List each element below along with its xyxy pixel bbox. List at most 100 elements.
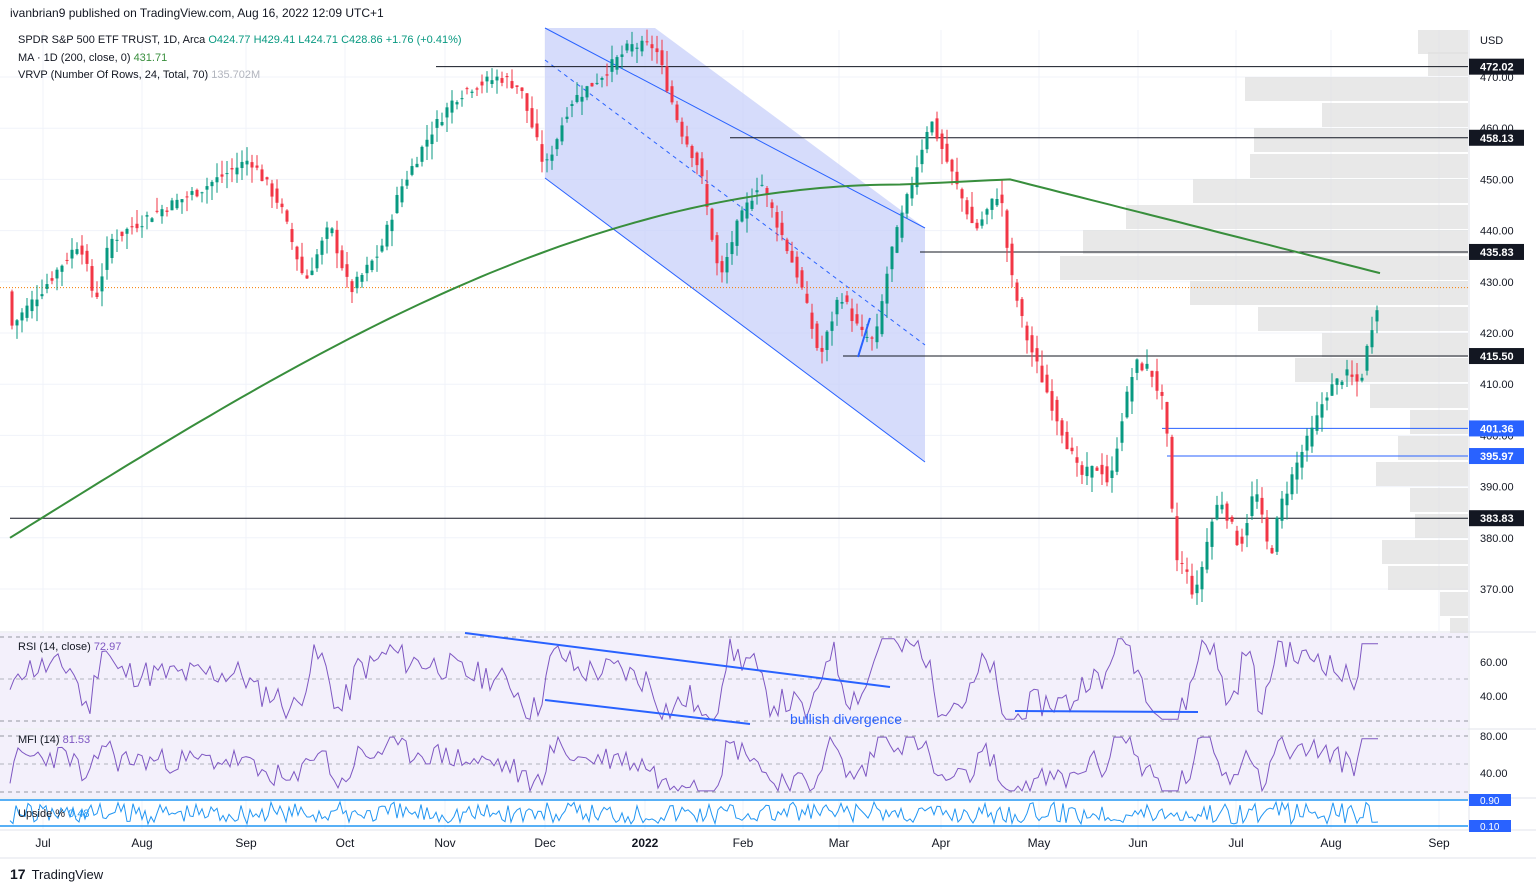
candle-body xyxy=(1230,516,1234,522)
candle-body xyxy=(750,200,754,209)
candle-body xyxy=(585,86,589,98)
price-level-label: 458.13 xyxy=(1480,133,1514,145)
vrvp-bar xyxy=(1060,256,1468,280)
candle-body xyxy=(190,191,194,195)
candle-body xyxy=(475,88,479,90)
vrvp-bar xyxy=(1254,128,1468,152)
price-level-tag xyxy=(1469,58,1524,75)
candle-body xyxy=(1220,504,1224,510)
candle-body xyxy=(960,189,964,199)
candle-body xyxy=(375,256,379,258)
time-label: Apr xyxy=(932,836,951,850)
candle-body xyxy=(895,227,899,253)
time-label: Jun xyxy=(1128,836,1147,850)
candle-body xyxy=(110,238,114,259)
upside-label: Upside % xyxy=(18,808,66,820)
upside-legend[interactable]: Upside % 0.48 xyxy=(18,808,90,820)
candle-body xyxy=(900,212,904,238)
candle-body xyxy=(180,199,184,203)
candle-body xyxy=(250,162,254,168)
candle-body xyxy=(150,218,154,222)
candle-body xyxy=(1200,566,1204,590)
candle-body xyxy=(805,293,809,303)
vrvp-bar xyxy=(1428,52,1468,76)
candle-body xyxy=(820,347,824,352)
candle-body xyxy=(610,59,614,72)
vrvp-bar xyxy=(1126,205,1468,229)
rsi-legend[interactable]: RSI (14, close) 72.97 xyxy=(18,641,121,653)
mfi-legend[interactable]: MFI (14) 81.53 xyxy=(18,734,90,746)
candle-body xyxy=(200,192,204,194)
candle-body xyxy=(1245,523,1249,536)
oscillator-tick-label: 40.00 xyxy=(1480,768,1508,780)
vrvp-bar xyxy=(1382,540,1468,564)
candle-body xyxy=(625,43,629,51)
candle-body xyxy=(310,270,314,275)
candle-body xyxy=(735,220,739,246)
candle-body xyxy=(275,188,279,203)
candle-body xyxy=(1065,431,1069,450)
candle-body xyxy=(1125,391,1129,418)
candle-body xyxy=(280,203,284,208)
mfi-value: 81.53 xyxy=(62,734,91,746)
candle-body xyxy=(1315,415,1319,431)
tradingview-footer[interactable]: 17 TradingView xyxy=(10,866,103,882)
candle-body xyxy=(985,209,989,215)
candle-body xyxy=(1260,497,1264,515)
candle-body xyxy=(1335,378,1339,385)
candle-body xyxy=(90,266,94,291)
candle-body xyxy=(810,312,814,329)
candle-body xyxy=(1115,448,1119,472)
candle-body xyxy=(795,256,799,278)
candle-body xyxy=(910,185,914,199)
candle-body xyxy=(1375,310,1379,322)
candle-body xyxy=(1280,498,1284,521)
candle-body xyxy=(1360,377,1364,381)
candle-body xyxy=(655,48,659,53)
candle-body xyxy=(890,246,894,270)
candle-body xyxy=(145,215,149,217)
price-level-label: 401.36 xyxy=(1480,423,1514,435)
candle-body xyxy=(115,239,119,241)
price-level-tag xyxy=(1469,348,1524,365)
rsi-value: 72.97 xyxy=(93,641,122,653)
time-label: Sep xyxy=(1428,836,1450,850)
candle-body xyxy=(1155,371,1159,391)
candle-body xyxy=(615,57,619,70)
candle-body xyxy=(860,326,864,330)
vrvp-legend[interactable]: VRVP (Number Of Rows, 24, Total, 70) 135… xyxy=(18,69,260,81)
candle-body xyxy=(790,250,794,263)
vrvp-bar xyxy=(1250,154,1468,178)
candle-body xyxy=(1165,401,1169,434)
candle-body xyxy=(1120,421,1124,443)
candle-body xyxy=(1035,348,1039,362)
vrvp-value: 135.702M xyxy=(211,69,261,81)
vrvp-bar xyxy=(1376,462,1468,486)
candle-body xyxy=(330,228,334,234)
vrvp-bar xyxy=(1440,592,1468,616)
candle-body xyxy=(1105,466,1109,483)
candle-body xyxy=(1175,516,1179,561)
candle-body xyxy=(60,265,64,272)
candle-body xyxy=(710,208,714,240)
candle-body xyxy=(320,240,324,255)
bullish-divergence-annotation: bullish divergence xyxy=(790,711,902,727)
candle-body xyxy=(435,119,439,128)
candle-body xyxy=(1355,374,1359,382)
price-level-label: 472.02 xyxy=(1480,62,1514,74)
ma-legend[interactable]: MA · 1D (200, close, 0) 431.71 xyxy=(18,52,167,64)
candle-body xyxy=(1215,504,1219,520)
symbol-legend[interactable]: SPDR S&P 500 ETF TRUST, 1D, Arca O424.77… xyxy=(18,34,462,46)
candle-body xyxy=(445,107,449,118)
upside-value: 0.48 xyxy=(68,808,90,820)
candle-body xyxy=(55,269,59,279)
price-level-tag xyxy=(1469,243,1524,260)
candle-body xyxy=(595,82,599,84)
candle-body xyxy=(1290,474,1294,495)
candle-body xyxy=(925,131,929,150)
ma-value: 431.71 xyxy=(133,52,168,64)
candle-body xyxy=(430,134,434,145)
ohlc-values: O424.77 H429.41 L424.71 C428.86 +1.76 (+… xyxy=(208,34,462,46)
candle-body xyxy=(30,299,34,312)
